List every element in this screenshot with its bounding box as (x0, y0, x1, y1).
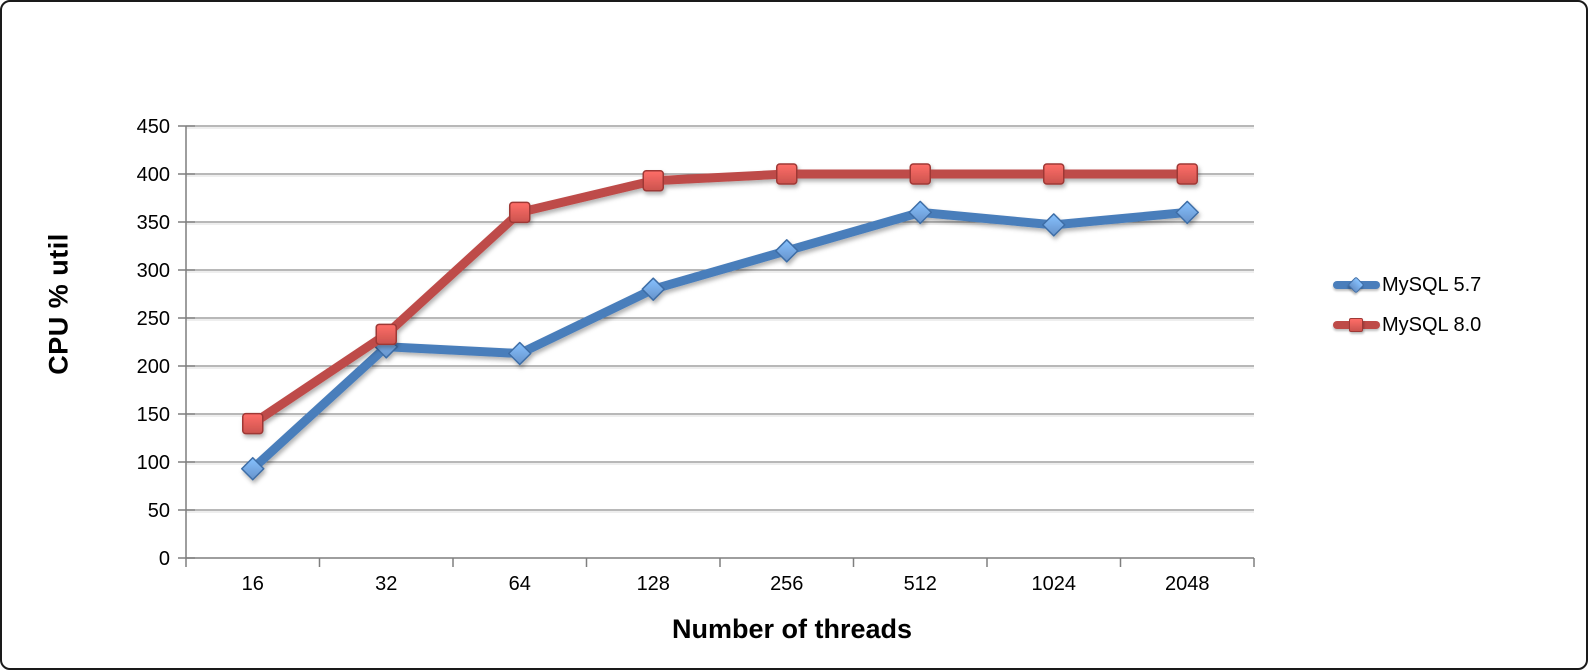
legend-item-mysql-8-0: MySQL 8.0 (1333, 313, 1482, 336)
data-point-marker (1043, 163, 1065, 185)
line-mysql-5-7 (248, 207, 1192, 474)
data-point-marker (1176, 163, 1198, 185)
legend-label-mysql-8-0: MySQL 8.0 (1382, 313, 1482, 336)
y-tick-label: 200 (137, 356, 170, 378)
y-tick-label: 150 (137, 404, 170, 426)
square-marker-icon (1349, 318, 1363, 332)
legend-marker-diamond-icon (1333, 275, 1380, 295)
diamond-marker-icon (1347, 276, 1365, 294)
series-mysql-5-7 (241, 200, 1199, 481)
x-tick-label: 128 (637, 573, 670, 595)
x-tick-label: 16 (242, 573, 264, 595)
data-point-marker (641, 277, 665, 301)
x-tick-label: 256 (770, 573, 803, 595)
data-point-marker (1042, 213, 1066, 237)
data-point-marker (776, 163, 798, 185)
data-point-marker (375, 323, 397, 346)
y-tick-label: 450 (137, 116, 170, 138)
y-tick-label: 50 (148, 500, 170, 522)
y-tick-label: 400 (137, 164, 170, 186)
x-tick-label: 2048 (1165, 573, 1210, 595)
x-axis-title: Number of threads (671, 614, 913, 644)
data-point-marker (775, 239, 799, 263)
y-tick-label: 100 (137, 452, 170, 474)
series-mysql-8-0 (242, 163, 1198, 435)
legend: MySQL 5.7 MySQL 8.0 (1333, 273, 1482, 336)
legend-label-mysql-5-7: MySQL 5.7 (1382, 273, 1482, 296)
x-tick-label: 32 (375, 573, 397, 595)
data-point-marker (508, 341, 532, 366)
legend-item-mysql-5-7: MySQL 5.7 (1333, 273, 1482, 296)
data-point-marker (242, 412, 264, 435)
data-point-marker (241, 456, 265, 481)
data-point-marker (908, 200, 932, 225)
x-tick-label: 512 (904, 573, 937, 595)
data-point-marker (1175, 200, 1199, 225)
y-tick-label: 300 (137, 260, 170, 282)
y-tick-label: 250 (137, 308, 170, 330)
y-axis-title: CPU % util (43, 233, 74, 375)
line-mysql-8-0 (248, 169, 1192, 429)
x-tick-label: 1024 (1032, 573, 1077, 595)
y-tick-label: 350 (137, 212, 170, 234)
legend-marker-square-icon (1333, 315, 1380, 335)
data-point-marker (509, 201, 531, 224)
data-point-marker (909, 163, 931, 185)
x-tick-label: 64 (509, 573, 531, 595)
data-point-marker (642, 169, 664, 192)
y-tick-label: 0 (159, 548, 170, 570)
